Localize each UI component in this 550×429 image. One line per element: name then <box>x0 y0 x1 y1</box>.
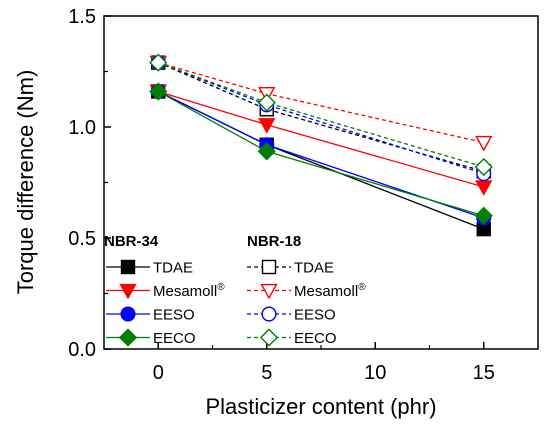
legend-name: EESO <box>294 307 336 324</box>
legend-entry-label: TDAE <box>153 260 193 277</box>
diamond-marker <box>259 328 279 347</box>
x-tick-label: 5 <box>261 362 272 384</box>
triangle-marker <box>475 135 493 152</box>
square-marker <box>261 259 277 275</box>
tick-labels: 0 5 10 15 0.0 0.5 1.0 1.5 <box>68 6 495 384</box>
x-axis-title: Plasticizer content (phr) <box>205 394 436 419</box>
legend-name: TDAE <box>153 260 193 277</box>
diamond-marker <box>118 328 138 347</box>
series-nbr18-mesamoll <box>149 55 493 152</box>
series-layer <box>149 53 493 237</box>
legend-name: EECO <box>153 330 196 347</box>
series-nbr34-eeco <box>149 82 493 225</box>
series-line <box>157 90 484 217</box>
legend-entry-label: Mesamoll® <box>153 282 225 300</box>
series-line <box>158 61 484 144</box>
y-tick-label: 0.5 <box>68 228 96 250</box>
legend-name: TDAE <box>294 260 334 277</box>
diamond-marker <box>257 93 276 112</box>
y-tick-label: 0.0 <box>68 339 96 361</box>
legend-entry-label: EESO <box>153 307 195 324</box>
diamond-marker <box>474 206 493 225</box>
legend-entry-label: EECO <box>153 330 196 347</box>
square-marker <box>120 259 136 275</box>
series-line <box>157 90 484 230</box>
legend-group-title: NBR-18 <box>247 233 301 250</box>
circle-marker <box>120 306 136 322</box>
y-axis-title: Torque difference (Nm) <box>13 70 38 295</box>
x-tick-label: 15 <box>473 362 495 384</box>
diamond-marker <box>149 82 168 101</box>
series-line <box>158 62 484 175</box>
series-line <box>157 90 484 219</box>
series-line <box>157 62 484 173</box>
y-tick-label: 1.0 <box>68 117 96 139</box>
legend-entry-label: EECO <box>294 330 337 347</box>
series-nbr34-tdae <box>151 84 491 237</box>
triangle-marker <box>258 118 276 134</box>
x-tick-label: 10 <box>364 362 386 384</box>
legend-entry-label: TDAE <box>294 260 334 277</box>
triangle-marker <box>119 283 137 300</box>
legend-superscript: ® <box>217 282 225 293</box>
legend-name: Mesamoll <box>153 283 217 300</box>
triangle-marker <box>260 283 278 300</box>
series-nbr18-eeso <box>150 55 492 182</box>
legend-name: EECO <box>294 330 337 347</box>
legend-entry-label: Mesamoll® <box>294 282 366 300</box>
triangle-marker <box>475 180 493 196</box>
y-tick-label: 1.5 <box>68 6 96 28</box>
diamond-marker <box>474 157 493 177</box>
legend-group-title: NBR-34 <box>104 233 159 250</box>
legend-superscript: ® <box>358 282 366 293</box>
diamond-marker <box>257 142 276 161</box>
series-nbr34-mesamoll <box>149 84 493 196</box>
diamond-marker <box>149 53 168 72</box>
legend: NBR-34TDAEMesamoll®EESOEECONBR-18TDAEMes… <box>104 233 366 347</box>
axis-ticks <box>104 15 485 350</box>
legend-name: EESO <box>153 307 195 324</box>
circle-marker <box>261 306 277 322</box>
legend-entry-label: EESO <box>294 307 336 324</box>
x-tick-label: 0 <box>153 362 164 384</box>
legend-name: Mesamoll <box>294 283 358 300</box>
series-nbr18-eeco <box>149 53 493 177</box>
